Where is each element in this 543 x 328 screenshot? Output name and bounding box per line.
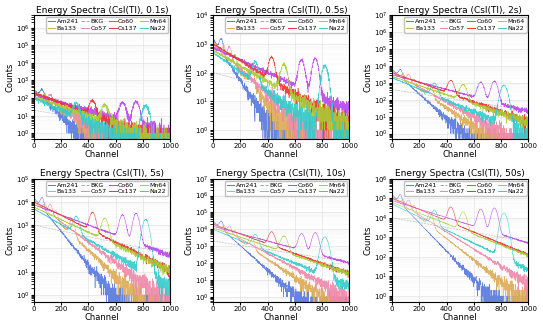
Y-axis label: Counts: Counts (364, 62, 373, 92)
Title: Energy Spectra (CsI(Tl), 10s): Energy Spectra (CsI(Tl), 10s) (216, 169, 346, 178)
Legend: Am241, Ba133, BKG, Co57, Co60, Cs137, Mn64, Na22: Am241, Ba133, BKG, Co57, Co60, Cs137, Mn… (46, 180, 168, 196)
Legend: Am241, Ba133, BKG, Co57, Co60, Cs137, Mn64, Na22: Am241, Ba133, BKG, Co57, Co60, Cs137, Mn… (404, 17, 527, 33)
Y-axis label: Counts: Counts (5, 226, 15, 255)
Title: Energy Spectra (CsI(Tl), 5s): Energy Spectra (CsI(Tl), 5s) (40, 169, 164, 178)
Title: Energy Spectra (CsI(Tl), 0.1s): Energy Spectra (CsI(Tl), 0.1s) (36, 6, 168, 14)
X-axis label: Channel: Channel (85, 314, 119, 322)
X-axis label: Channel: Channel (443, 150, 478, 159)
Legend: Am241, Ba133, BKG, Co57, Co60, Cs137, Mn64, Na22: Am241, Ba133, BKG, Co57, Co60, Cs137, Mn… (225, 180, 348, 196)
Legend: Am241, Ba133, BKG, Co57, Co60, Cs137, Mn64, Na22: Am241, Ba133, BKG, Co57, Co60, Cs137, Mn… (225, 17, 348, 33)
Title: Energy Spectra (CsI(Tl), 2s): Energy Spectra (CsI(Tl), 2s) (399, 6, 522, 14)
Title: Energy Spectra (CsI(Tl), 0.5s): Energy Spectra (CsI(Tl), 0.5s) (215, 6, 348, 14)
Y-axis label: Counts: Counts (5, 62, 15, 92)
Title: Energy Spectra (CsI(Tl), 50s): Energy Spectra (CsI(Tl), 50s) (395, 169, 525, 178)
Y-axis label: Counts: Counts (185, 62, 194, 92)
X-axis label: Channel: Channel (443, 314, 478, 322)
X-axis label: Channel: Channel (85, 150, 119, 159)
X-axis label: Channel: Channel (264, 314, 299, 322)
X-axis label: Channel: Channel (264, 150, 299, 159)
Y-axis label: Counts: Counts (364, 226, 373, 255)
Legend: Am241, Ba133, BKG, Co57, Co60, Cs137, Mn64, Na22: Am241, Ba133, BKG, Co57, Co60, Cs137, Mn… (404, 180, 527, 196)
Legend: Am241, Ba133, BKG, Co57, Co60, Cs137, Mn64, Na22: Am241, Ba133, BKG, Co57, Co60, Cs137, Mn… (46, 17, 168, 33)
Y-axis label: Counts: Counts (185, 226, 194, 255)
